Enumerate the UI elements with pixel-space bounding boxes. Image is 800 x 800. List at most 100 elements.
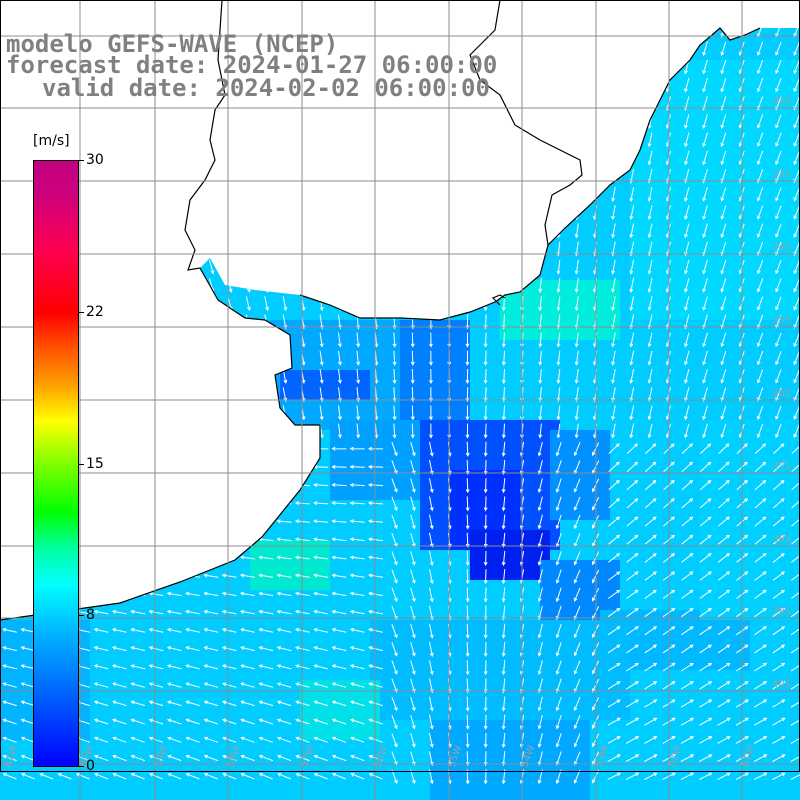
wind-arrow	[294, 464, 310, 469]
wind-arrow	[221, 682, 237, 688]
wind-arrow	[699, 498, 712, 509]
wind-arrow	[538, 405, 543, 421]
model-title: modelo GEFS-WAVE (NCEP)	[6, 30, 339, 58]
wind-arrow	[227, 350, 233, 366]
wind-arrow	[645, 443, 657, 454]
wind-arrow	[331, 736, 347, 743]
wind-arrow	[665, 41, 671, 57]
wind-arrow	[24, 260, 33, 274]
wind-arrow	[79, 278, 87, 293]
wind-arrow	[410, 332, 415, 348]
wind-arrow	[116, 114, 124, 129]
wind-arrow	[756, 278, 764, 293]
wind-arrow	[699, 534, 712, 545]
wind-arrow	[6, 205, 14, 220]
wind-arrow	[392, 259, 397, 275]
wind-arrow	[644, 754, 658, 762]
wind-arrow	[209, 332, 215, 348]
wind-arrow	[717, 772, 731, 781]
wind-arrow	[43, 114, 51, 129]
wind-arrow	[556, 332, 561, 348]
wind-arrow	[331, 446, 347, 451]
wind-arrow	[130, 537, 146, 542]
wind-arrow	[258, 609, 274, 615]
wind-arrow	[556, 296, 561, 312]
wind-arrow	[647, 132, 653, 148]
wind-arrow	[276, 682, 292, 688]
wind-arrow	[79, 405, 87, 420]
wind-arrow	[203, 772, 218, 780]
wind-arrow	[98, 187, 105, 202]
wind-arrow	[429, 460, 434, 475]
wind-arrow	[93, 501, 109, 506]
wind-arrow	[392, 350, 397, 366]
wind-arrow	[718, 461, 730, 473]
wind-arrow	[555, 714, 562, 730]
wind-arrow	[367, 537, 384, 542]
wind-arrow	[239, 501, 255, 506]
wind-arrow	[772, 662, 786, 672]
wind-arrow	[775, 369, 782, 384]
wind-arrow	[410, 423, 415, 439]
wind-arrow	[626, 534, 639, 545]
wind-arrow	[116, 314, 124, 329]
wind-arrow	[574, 332, 579, 348]
wind-arrow	[608, 443, 620, 454]
wind-arrow	[135, 314, 142, 329]
wind-arrow	[282, 296, 288, 312]
wind-arrow	[98, 114, 105, 129]
wind-arrow	[410, 114, 415, 130]
wind-arrow	[190, 168, 197, 184]
wind-arrow	[629, 296, 635, 312]
wind-arrow	[756, 78, 764, 93]
wind-arrow	[79, 132, 87, 147]
wind-arrow	[276, 483, 292, 487]
wind-arrow	[221, 483, 237, 487]
wind-arrow	[349, 627, 365, 633]
wind-arrow	[465, 423, 470, 439]
wind-arrow	[148, 483, 164, 487]
wind-arrow	[720, 114, 727, 129]
wind-arrow	[130, 718, 145, 725]
wind-arrow	[185, 591, 200, 597]
wind-arrow	[392, 368, 397, 385]
wind-arrow	[313, 483, 329, 487]
wind-arrow	[717, 553, 731, 563]
wind-arrow	[698, 772, 713, 781]
wind-arrow	[702, 114, 708, 129]
wind-arrow	[607, 626, 621, 636]
wind-arrow	[573, 696, 581, 712]
wind-arrow	[368, 573, 383, 578]
wind-arrow	[611, 223, 616, 239]
wind-arrow	[684, 132, 690, 148]
wind-arrow	[681, 479, 694, 491]
wind-arrow	[574, 114, 579, 130]
wind-arrow	[772, 717, 786, 726]
wind-arrow	[391, 496, 398, 511]
wind-arrow	[24, 187, 33, 202]
wind-arrow	[190, 369, 197, 384]
wind-arrow	[227, 150, 233, 166]
wind-arrow	[775, 351, 782, 366]
wind-arrow	[647, 59, 653, 75]
wind-arrow	[39, 772, 54, 780]
wind-arrow	[699, 717, 713, 726]
wind-arrow	[258, 446, 274, 451]
wind-arrow	[2, 609, 17, 615]
wind-arrow	[79, 369, 87, 384]
wind-arrow	[368, 682, 383, 688]
wind-arrow	[574, 296, 579, 312]
wind-arrow	[611, 205, 616, 221]
wind-arrow	[190, 114, 197, 129]
wind-arrow	[184, 501, 201, 506]
wind-arrow	[331, 501, 347, 506]
wind-arrow	[24, 314, 33, 329]
wind-arrow	[167, 718, 182, 725]
wind-arrow	[264, 350, 270, 366]
wind-arrow	[465, 714, 470, 730]
wind-arrow	[172, 205, 178, 220]
wind-arrow	[720, 423, 727, 439]
wind-arrow	[172, 423, 178, 439]
wind-arrow	[699, 443, 712, 454]
wind-arrow	[319, 332, 324, 348]
